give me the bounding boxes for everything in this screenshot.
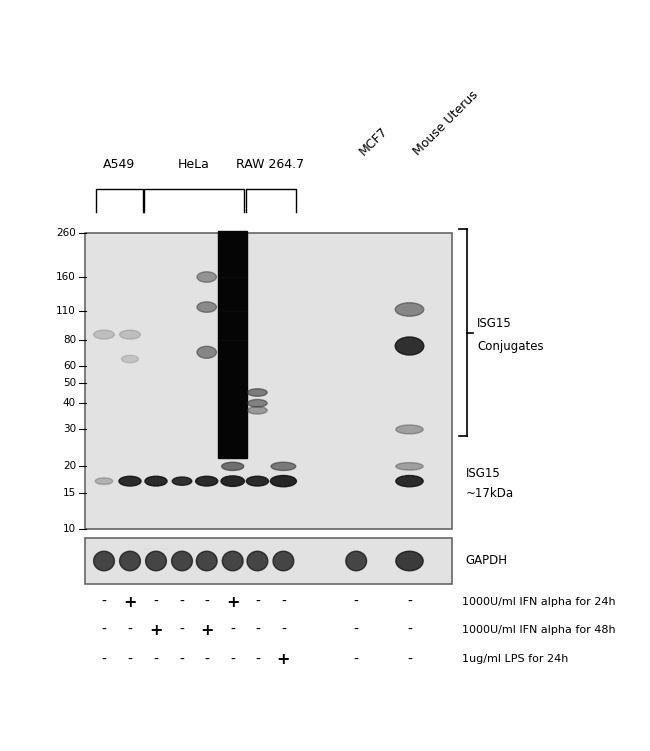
Ellipse shape xyxy=(94,551,114,571)
Text: -: - xyxy=(153,596,159,609)
Ellipse shape xyxy=(346,551,367,571)
Text: +: + xyxy=(124,595,136,610)
Text: 260: 260 xyxy=(57,228,76,238)
Text: -: - xyxy=(281,623,286,637)
Ellipse shape xyxy=(248,389,267,397)
Text: -: - xyxy=(204,653,209,666)
Text: +: + xyxy=(277,652,290,667)
Ellipse shape xyxy=(247,551,268,571)
Ellipse shape xyxy=(395,337,424,355)
Ellipse shape xyxy=(248,400,267,407)
Text: -: - xyxy=(101,653,107,666)
Text: -: - xyxy=(153,653,159,666)
Text: -: - xyxy=(407,653,412,666)
Text: 50: 50 xyxy=(63,378,76,388)
Bar xyxy=(84,538,452,584)
Text: ~17kDa: ~17kDa xyxy=(465,487,514,499)
Text: HeLa: HeLa xyxy=(177,158,210,171)
Ellipse shape xyxy=(197,302,216,312)
Text: -: - xyxy=(255,596,260,609)
Ellipse shape xyxy=(246,476,268,486)
Ellipse shape xyxy=(120,330,140,339)
Ellipse shape xyxy=(396,425,423,434)
Text: -: - xyxy=(407,623,412,637)
Text: -: - xyxy=(179,623,185,637)
Ellipse shape xyxy=(196,476,218,486)
Text: 110: 110 xyxy=(57,306,76,316)
Bar xyxy=(218,231,247,457)
Text: ISG15: ISG15 xyxy=(465,467,500,480)
Ellipse shape xyxy=(120,551,140,571)
Text: -: - xyxy=(407,596,412,609)
Text: 160: 160 xyxy=(57,272,76,282)
Text: 1ug/ml LPS for 24h: 1ug/ml LPS for 24h xyxy=(462,654,568,665)
Text: +: + xyxy=(150,623,162,638)
Ellipse shape xyxy=(396,475,423,487)
Text: +: + xyxy=(200,623,213,638)
Text: 20: 20 xyxy=(63,461,76,472)
Text: -: - xyxy=(281,596,286,609)
Ellipse shape xyxy=(396,463,423,470)
Ellipse shape xyxy=(94,330,114,339)
Text: 60: 60 xyxy=(63,361,76,371)
Text: 1000U/ml IFN alpha for 24h: 1000U/ml IFN alpha for 24h xyxy=(462,597,615,608)
Ellipse shape xyxy=(248,406,267,414)
Ellipse shape xyxy=(271,462,296,470)
Text: -: - xyxy=(179,653,185,666)
Text: -: - xyxy=(354,623,359,637)
Ellipse shape xyxy=(221,476,244,487)
Bar xyxy=(84,233,452,529)
Text: -: - xyxy=(255,653,260,666)
Ellipse shape xyxy=(222,462,244,470)
Ellipse shape xyxy=(273,551,294,571)
Ellipse shape xyxy=(95,478,113,484)
Text: -: - xyxy=(204,596,209,609)
Ellipse shape xyxy=(197,272,216,282)
Text: Mouse Uterus: Mouse Uterus xyxy=(411,88,480,158)
Ellipse shape xyxy=(122,355,138,363)
Ellipse shape xyxy=(270,475,296,487)
Text: 1000U/ml IFN alpha for 48h: 1000U/ml IFN alpha for 48h xyxy=(462,625,615,635)
Text: ISG15: ISG15 xyxy=(477,317,512,330)
Text: RAW 264.7: RAW 264.7 xyxy=(237,158,304,171)
Ellipse shape xyxy=(197,346,216,358)
Text: Conjugates: Conjugates xyxy=(477,339,543,352)
Text: -: - xyxy=(101,596,107,609)
Text: 30: 30 xyxy=(63,424,76,434)
Text: -: - xyxy=(354,653,359,666)
Ellipse shape xyxy=(172,477,192,485)
Ellipse shape xyxy=(172,551,192,571)
Text: GAPDH: GAPDH xyxy=(465,554,508,568)
Text: -: - xyxy=(230,623,235,637)
Text: 80: 80 xyxy=(63,335,76,345)
Ellipse shape xyxy=(119,476,141,486)
Ellipse shape xyxy=(396,551,423,571)
Ellipse shape xyxy=(145,476,167,486)
Ellipse shape xyxy=(146,551,166,571)
Text: +: + xyxy=(226,595,239,610)
Text: -: - xyxy=(127,653,133,666)
Text: MCF7: MCF7 xyxy=(357,124,391,158)
Text: -: - xyxy=(255,623,260,637)
Text: -: - xyxy=(230,653,235,666)
Text: -: - xyxy=(179,596,185,609)
Text: -: - xyxy=(101,623,107,637)
Text: -: - xyxy=(354,596,359,609)
Ellipse shape xyxy=(222,551,243,571)
Text: 15: 15 xyxy=(63,487,76,498)
Ellipse shape xyxy=(395,303,424,316)
Text: A549: A549 xyxy=(103,158,135,171)
Text: 40: 40 xyxy=(63,398,76,409)
Ellipse shape xyxy=(196,551,217,571)
Text: -: - xyxy=(127,623,133,637)
Text: 10: 10 xyxy=(63,524,76,535)
